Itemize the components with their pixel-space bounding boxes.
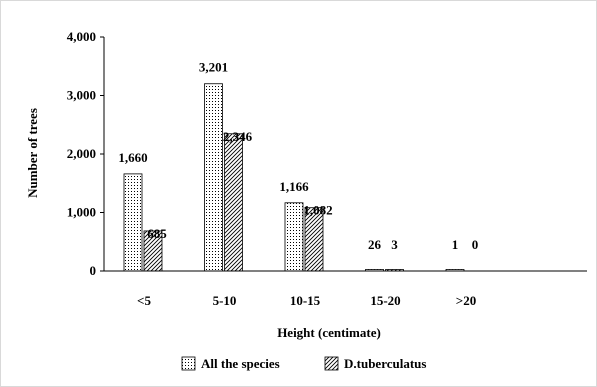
legend-label: All the species bbox=[201, 356, 280, 371]
x-tick-label: 5-10 bbox=[213, 293, 237, 308]
legend-swatch-d-tuberculatus bbox=[324, 356, 339, 371]
y-axis-title: Number of trees bbox=[25, 108, 40, 198]
data-label: 3 bbox=[391, 237, 398, 252]
x-axis-title: Height (centimate) bbox=[277, 325, 381, 340]
data-label: 0 bbox=[472, 237, 479, 252]
data-label: 1,082 bbox=[303, 203, 332, 218]
plot-area: 0 1,000 2,000 3,000 4,000 1,660 685 <5 3,201 2,34… bbox=[67, 29, 587, 308]
data-label: 2,346 bbox=[223, 129, 253, 144]
data-label: 26 bbox=[368, 237, 382, 252]
x-tick-label: 10-15 bbox=[290, 293, 321, 308]
x-tick-label: 15-20 bbox=[370, 293, 400, 308]
y-tick-label: 0 bbox=[90, 263, 97, 278]
bar-all-species bbox=[284, 202, 304, 272]
y-tick-label: 2,000 bbox=[67, 146, 96, 161]
bar-all-species bbox=[204, 83, 223, 272]
data-label: 1,166 bbox=[279, 179, 309, 194]
data-label: 685 bbox=[147, 226, 167, 241]
y-tick-label: 1,000 bbox=[67, 205, 96, 220]
data-label: 1 bbox=[452, 237, 459, 252]
data-label: 1,660 bbox=[118, 150, 147, 165]
x-tick-label: <5 bbox=[137, 293, 151, 308]
legend-swatch-all-species bbox=[181, 356, 196, 371]
data-label: 3,201 bbox=[199, 60, 228, 75]
legend-label: D.tuberculatus bbox=[344, 356, 426, 371]
x-tick-label: >20 bbox=[456, 293, 476, 308]
legend: All the species D.tuberculatus bbox=[181, 356, 426, 371]
y-tick-label: 4,000 bbox=[67, 29, 96, 44]
bar-all-species bbox=[123, 173, 143, 272]
bar-d-tuberculatus bbox=[224, 133, 243, 272]
y-tick-label: 3,000 bbox=[67, 88, 96, 103]
